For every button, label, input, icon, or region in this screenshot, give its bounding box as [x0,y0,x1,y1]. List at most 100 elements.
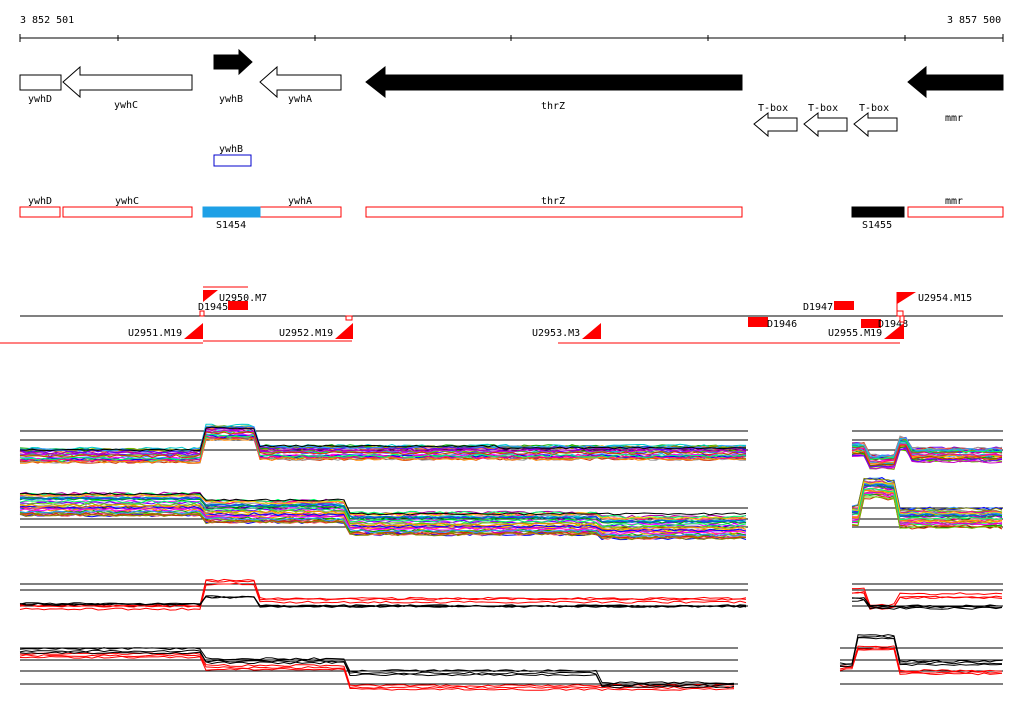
gene-ywhB-label: ywhB [219,94,243,105]
track1-profile [852,447,1003,468]
segment-S1454-label: S1454 [216,220,246,231]
tbox-track: T-box T-box T-box [753,103,898,138]
track2-profile [19,496,747,524]
track2-profile [19,502,747,530]
track2-profile [851,491,1003,525]
gene-mmr-label: mmr [945,113,963,124]
track1-profile [19,433,747,461]
gene-ywhC-label: ywhC [114,100,138,111]
gene-ywhA-label: ywhA [288,94,312,105]
annotation-thrZ-box[interactable] [365,206,743,218]
track2-profile [19,513,747,541]
track2-profile [19,492,747,516]
track2-profile [851,480,1003,514]
track3-profile-black [19,595,747,608]
shift-tick [899,315,905,323]
track2-profile [19,503,747,531]
track1-profile [851,443,1003,463]
track3-profile-black [851,599,1003,610]
downshift-D1947-box[interactable] [834,301,854,310]
gene-ywhC[interactable]: ywhC [62,65,193,111]
upshift-U2951-marker[interactable] [184,323,203,339]
upshift-U2955-marker[interactable] [884,323,904,339]
tbox-1[interactable]: T-box [753,103,798,138]
gene-thrZ-arrow [365,65,743,99]
annotation-ywhD-label: ywhD [28,196,52,207]
gene-thrZ-label: thrZ [541,101,565,112]
shift-track: U2950.M7 D1945 U2951.M19 U2952.M19 U2953… [0,286,1003,344]
track1-profile [851,435,1003,458]
annotation-ywhA-label: ywhA [288,196,312,207]
tbox-2-arrow [803,111,848,138]
gene-ywhD-label: ywhD [28,94,52,105]
tbox-3-label: T-box [859,103,889,114]
plus-strand-track: ywhB [213,144,252,167]
track2-profile [851,481,1003,515]
track3-profile-red [19,578,747,607]
gene-thrZ[interactable]: thrZ [365,65,743,112]
track2-profile [19,505,747,533]
upshift-U2954-marker[interactable] [897,292,916,304]
annotation-ywhC-box[interactable] [62,206,193,218]
downshift-D1946-box[interactable] [748,317,768,327]
upshift-U2953-label: U2953.M3 [532,328,580,339]
annotation-track: ywhD ywhC ywhA thrZ mmr S1454 S1455 [19,196,1004,231]
annotation-ywhD-box[interactable] [19,206,61,218]
track2-profile [19,506,747,534]
gene-ywhA[interactable]: ywhA [259,65,342,105]
upshift-U2953-marker[interactable] [582,323,601,339]
tbox-3-arrow [853,111,898,138]
track3-profile-red [19,582,747,611]
annotation-thrZ-label: thrZ [541,196,565,207]
track2-profile [19,499,747,527]
track1-profile [19,431,747,459]
track2-profile [851,492,1003,526]
upshift-U2955-label: U2955.M19 [828,328,882,339]
track2-profile [852,489,1003,524]
track1-profile [851,445,1003,466]
upshift-U2950-marker[interactable] [203,290,218,302]
coordinate-ruler: 3 852 501 3 857 500 [19,15,1004,42]
track4-profile-red [19,655,735,691]
track2-profile [852,487,1003,521]
track4-profile-black [839,634,1003,665]
plus-track-ywhB-box[interactable] [213,154,252,167]
tbox-2[interactable]: T-box [803,103,848,138]
track1-profile [851,440,1003,460]
track1-profile [19,426,747,452]
gene-mmr[interactable]: mmr [907,65,1004,124]
gene-ywhA-arrow [259,65,342,99]
track2-profile [19,510,747,538]
track4-profile-black [19,647,735,685]
annotation-ywhC-label: ywhC [115,196,139,207]
annotation-ywhA-box[interactable] [259,206,342,218]
track3-profile-black [19,595,747,608]
gene-mmr-arrow [907,65,1004,99]
annotation-mmr-box[interactable] [907,206,1004,218]
gene-ywhB[interactable]: ywhB [213,48,253,105]
downshift-D1948-box[interactable] [861,319,881,328]
gene-track: ywhD ywhC ywhB ywhA thrZ mmr [19,48,1004,124]
upshift-U2950-label: U2950.M7 [219,293,267,304]
shift-tick [199,310,205,317]
downshift-D1945-box[interactable] [228,301,248,310]
track1-profile [851,437,1003,458]
track4-profile-red [839,647,1003,674]
track1-profile [19,437,747,464]
gene-ywhD[interactable]: ywhD [19,74,62,105]
track4-profile-black [839,637,1003,668]
track3-profile-black [19,596,747,608]
upshift-U2952-marker[interactable] [335,323,353,339]
shift-tick [896,310,904,317]
segment-S1455-box[interactable] [851,206,905,218]
upshift-U2951-label: U2951.M19 [128,328,182,339]
plus-track-ywhB-label: ywhB [219,144,243,155]
ruler-start-label: 3 852 501 [20,15,74,26]
expression-tracks [19,423,1003,691]
upshift-U2952-label: U2952.M19 [279,328,333,339]
tbox-3[interactable]: T-box [853,103,898,138]
segment-S1454-box[interactable] [202,206,261,218]
track2-profile [19,497,747,525]
tbox-2-label: T-box [808,103,838,114]
